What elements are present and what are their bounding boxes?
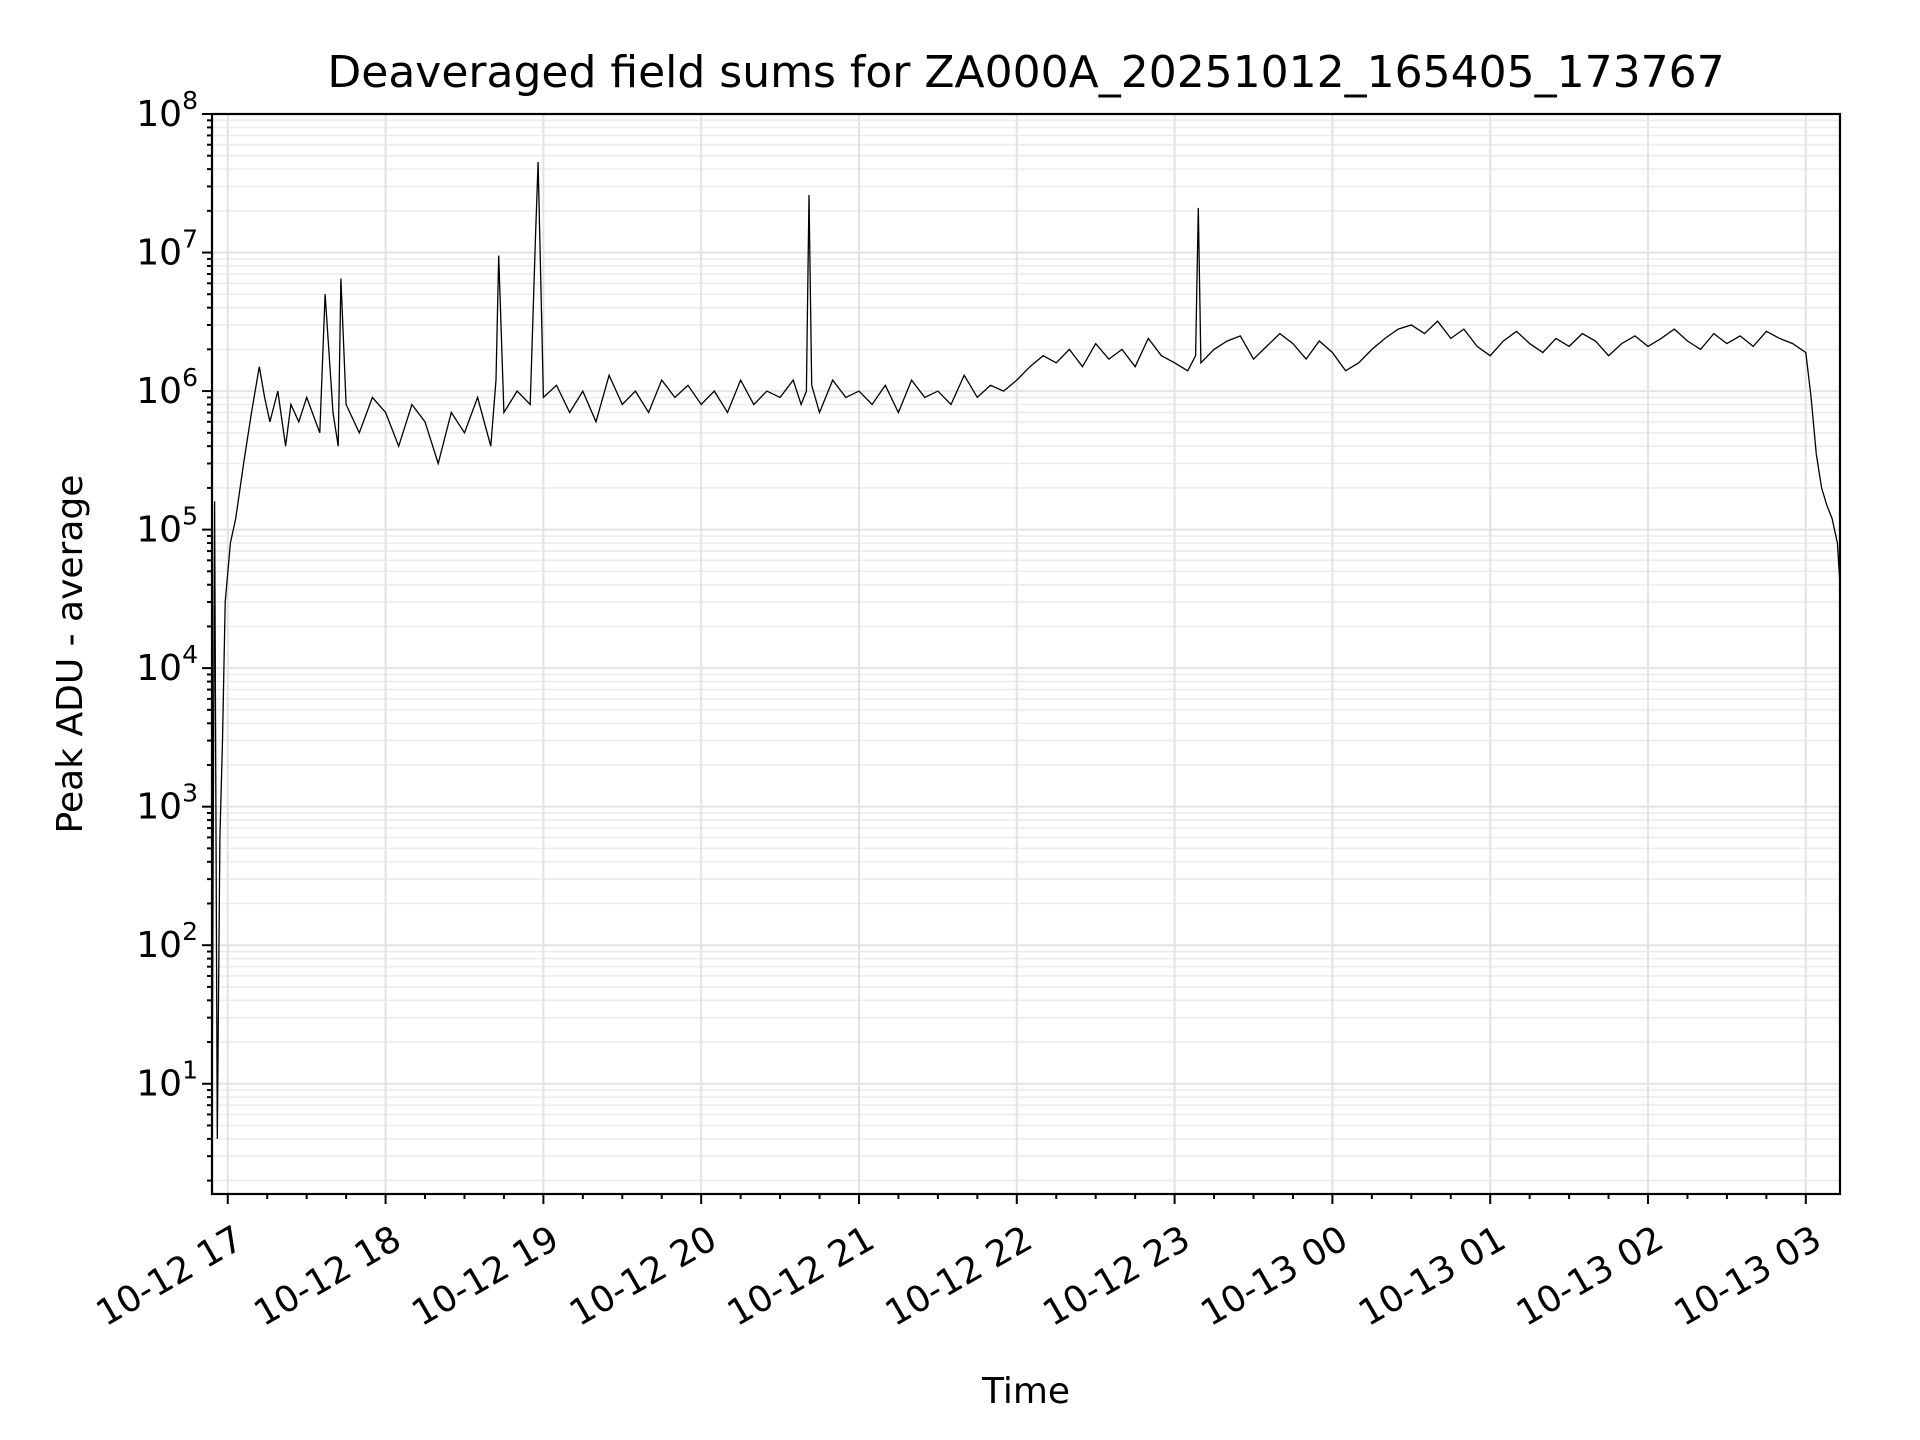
y-tick-label: 106: [136, 363, 198, 412]
y-tick-label-exponent: 7: [182, 225, 198, 254]
y-tick-label-exponent: 8: [182, 86, 198, 115]
y-tick-label: 103: [136, 779, 198, 828]
series-line: [212, 161, 1840, 1143]
y-tick-label-base: 10: [136, 787, 182, 828]
y-tick-label-exponent: 5: [182, 502, 198, 531]
chart-title: Deaveraged field sums for ZA000A_2025101…: [327, 47, 1724, 98]
y-tick-label-base: 10: [136, 925, 182, 966]
plot-frame: [210, 112, 1842, 1196]
plot-area: [212, 161, 1840, 1143]
y-tick-label-exponent: 1: [182, 1056, 198, 1085]
y-tick-label: 108: [136, 86, 198, 135]
y-tick-label: 107: [136, 225, 198, 274]
y-tick-label-base: 10: [136, 1064, 182, 1105]
y-tick-label-base: 10: [136, 648, 182, 689]
y-tick-label-base: 10: [136, 94, 182, 135]
y-tick-label-exponent: 3: [182, 779, 198, 808]
y-tick-label: 102: [136, 917, 198, 966]
y-tick-label: 105: [136, 502, 198, 551]
x-axis-label: Time: [981, 1371, 1070, 1412]
y-tick-label-base: 10: [136, 233, 182, 274]
y-tick-label-base: 10: [136, 510, 182, 551]
y-axis-label: Peak ADU - average: [50, 475, 91, 834]
y-tick-label-exponent: 4: [182, 640, 198, 669]
grid-lines: [212, 113, 1840, 1194]
y-tick-label-exponent: 6: [182, 363, 198, 392]
y-tick-label: 104: [136, 640, 198, 689]
y-tick-label-exponent: 2: [182, 917, 198, 946]
y-tick-label: 101: [136, 1056, 198, 1105]
y-tick-label-base: 10: [136, 371, 182, 412]
